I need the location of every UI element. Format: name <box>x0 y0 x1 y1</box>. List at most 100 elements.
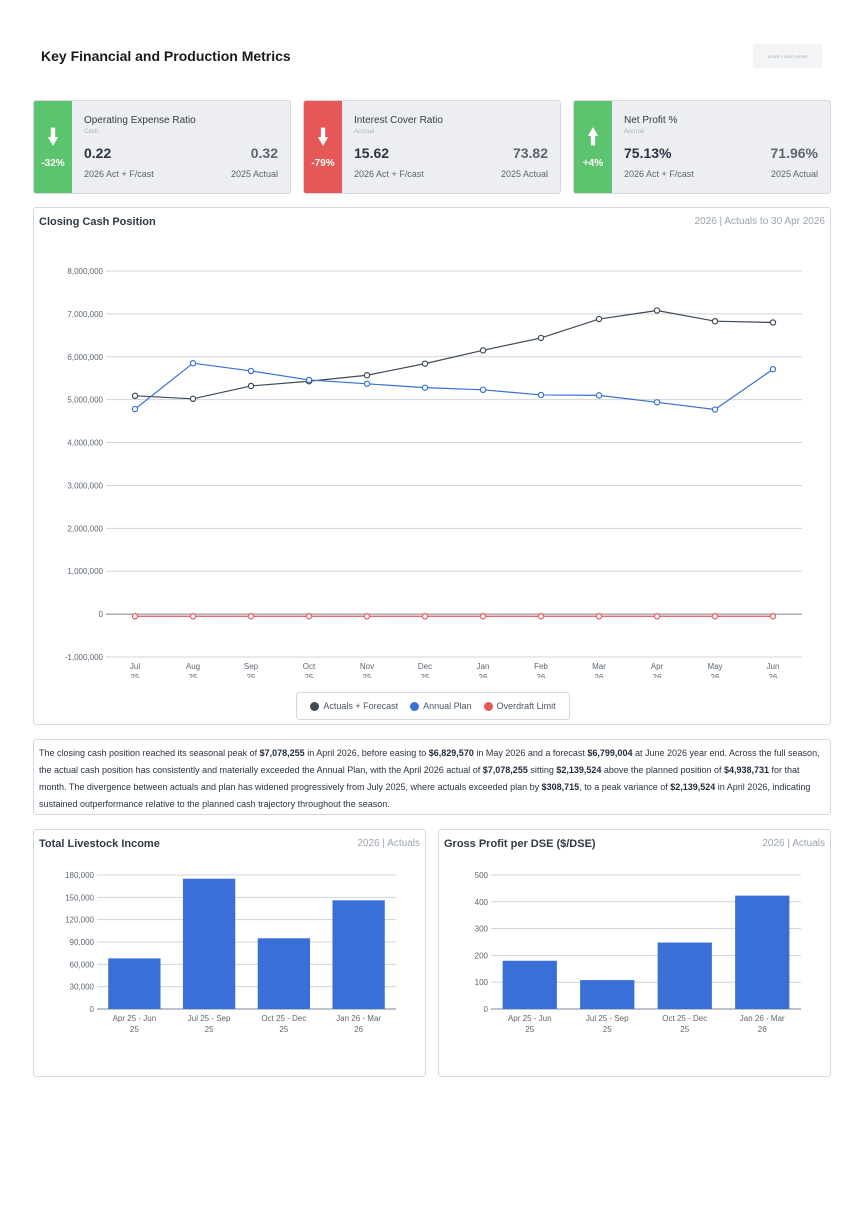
data-point <box>595 613 603 620</box>
kpi-compare-label: 2025 Actual <box>230 169 278 179</box>
legend-item[interactable]: Actuals + Forecast <box>310 701 398 711</box>
kpi-compare-value: 73.82 <box>512 145 548 161</box>
y-tick-label: 60,000 <box>70 960 95 969</box>
legend-swatch <box>310 701 320 711</box>
arrow-up-icon: 🠙 <box>587 123 599 149</box>
data-point <box>537 334 545 342</box>
summary-text: in April 2026, indicating sustained outp… <box>39 782 811 809</box>
data-point <box>711 613 719 620</box>
chart-legend: Actuals + Forecast Annual Plan Overdraft… <box>296 692 570 720</box>
data-point <box>189 613 197 620</box>
y-tick-label: 30,000 <box>70 983 95 992</box>
x-tick-label: Jan 26 <box>477 662 490 678</box>
y-tick-label: 120,000 <box>65 916 94 925</box>
kpi-title: Net Profit % <box>624 115 678 126</box>
y-tick-label: 8,000,000 <box>67 267 103 276</box>
y-tick-label: -1,000,000 <box>65 653 104 662</box>
cash-summary-text: The closing cash position reached its se… <box>33 739 831 815</box>
summary-highlight: $6,799,004 <box>587 748 633 758</box>
y-tick-label: 100 <box>475 978 489 987</box>
x-tick-label: Oct 25 <box>303 662 316 678</box>
data-point <box>769 319 777 326</box>
y-tick-label: 1,000,000 <box>67 567 103 576</box>
bar <box>108 958 161 1009</box>
data-point <box>537 613 545 620</box>
y-tick-label: 200 <box>475 951 489 960</box>
chart-title: Total Livestock Income <box>39 838 160 850</box>
data-point <box>653 307 661 314</box>
bar <box>735 895 790 1009</box>
legend-swatch <box>483 701 493 711</box>
kpi-change-indicator: 🠙 +4% <box>574 101 612 193</box>
summary-highlight: $308,715 <box>541 782 580 792</box>
y-tick-label: 4,000,000 <box>67 439 103 448</box>
kpi-change-indicator: 🠛 -32% <box>34 101 72 193</box>
chart-subtitle: 2026 | Actuals <box>357 838 420 849</box>
summary-highlight: $4,938,731 <box>724 765 770 775</box>
y-tick-label: 3,000,000 <box>67 481 103 490</box>
bar <box>502 960 557 1009</box>
x-tick-label: Apr 26 <box>651 662 664 678</box>
y-tick-label: 0 <box>484 1005 489 1014</box>
legend-label: Actuals + Forecast <box>323 701 399 711</box>
legend-item[interactable]: Annual Plan <box>410 701 472 711</box>
kpi-value-label: 2026 Act + F/cast <box>354 169 424 179</box>
gross-profit-chart: 0 100 200 300 400 500 Apr 25 - Jun 25 Jul 25 - S… <box>475 871 801 1034</box>
y-tick-label: 90,000 <box>70 938 95 947</box>
data-point <box>421 384 429 391</box>
data-point <box>421 613 429 620</box>
data-point <box>595 392 603 399</box>
data-point <box>247 613 255 620</box>
summary-text: The closing cash position reached its se… <box>39 748 260 758</box>
data-point <box>595 315 603 323</box>
series-line <box>134 309 774 400</box>
chart-subtitle: 2026 | Actuals <box>762 838 825 849</box>
kpi-change: -79% <box>311 157 335 169</box>
data-point <box>769 366 777 373</box>
summary-text: , to a peak variance of <box>579 782 671 792</box>
y-tick-label: 400 <box>475 898 489 907</box>
bar <box>182 878 236 1009</box>
y-tick-label: 500 <box>475 871 489 880</box>
page-title: Key Financial and Production Metrics <box>41 48 291 64</box>
kpi-compare-value: 71.96% <box>770 145 818 161</box>
y-tick-label: 150,000 <box>65 893 94 902</box>
data-point <box>479 386 487 394</box>
x-tick-label: May 26 <box>707 662 722 678</box>
gross-profit-card: Gross Profit per DSE ($/DSE) 2026 | Actu… <box>438 829 831 1077</box>
data-point <box>421 360 429 367</box>
chart-title: Closing Cash Position <box>39 216 156 228</box>
data-point <box>653 613 661 620</box>
data-point <box>247 382 255 390</box>
data-point <box>479 613 487 620</box>
bar <box>657 942 712 1009</box>
legend-swatch <box>410 701 420 711</box>
data-point <box>305 613 313 620</box>
legend-label: Annual Plan <box>423 701 472 711</box>
legend-item[interactable]: Overdraft Limit <box>483 701 556 711</box>
kpi-card-net-profit: 🠙 +4% Net Profit % Accrual 75.13% 71.96%… <box>573 100 831 194</box>
x-tick-label: Jun 26 <box>767 662 780 678</box>
kpi-value: 15.62 <box>354 145 390 161</box>
x-tick-label: Feb 26 <box>534 662 548 678</box>
x-tick-label: Jan 26 - Mar 26 <box>336 1014 381 1034</box>
y-tick-label: 7,000,000 <box>67 310 103 319</box>
livestock-income-chart: 0 30,000 60,000 90,000 120,000 150,000 180,000… <box>65 871 396 1034</box>
logo: YOUR LOGO HERE <box>753 44 822 68</box>
summary-highlight: $2,139,524 <box>556 765 602 775</box>
y-tick-label: 180,000 <box>65 871 94 880</box>
x-tick-label: Apr 25 - Jun 25 <box>508 1014 552 1034</box>
kpi-compare-label: 2025 Actual <box>500 169 548 179</box>
y-tick-label: 6,000,000 <box>67 353 103 362</box>
data-point <box>189 395 197 403</box>
data-point <box>363 380 371 387</box>
data-point <box>363 372 371 379</box>
data-point <box>131 613 139 620</box>
bar <box>580 980 635 1009</box>
kpi-value: 0.22 <box>84 145 112 161</box>
kpi-compare-value: 0.32 <box>250 145 278 161</box>
y-tick-label: 0 <box>90 1005 95 1014</box>
x-tick-label: Sep 25 <box>244 662 259 678</box>
x-tick-label: Jul 25 - Sep 25 <box>586 1014 629 1034</box>
y-tick-label: 2,000,000 <box>67 524 103 533</box>
